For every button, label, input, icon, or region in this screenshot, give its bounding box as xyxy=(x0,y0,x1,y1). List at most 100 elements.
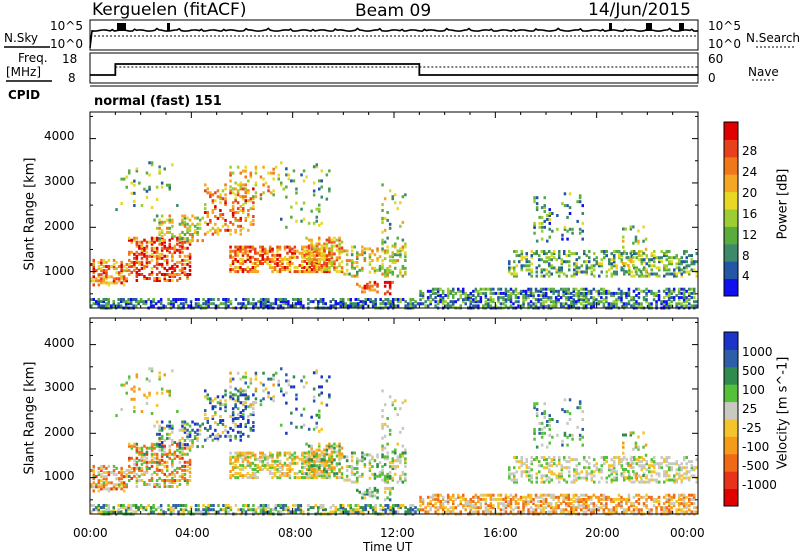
power-echo-cell xyxy=(247,179,250,183)
power-echo-cell xyxy=(529,300,533,304)
power-echo-cell xyxy=(262,165,265,169)
power-echo-cell xyxy=(568,250,571,253)
power-echo-cell xyxy=(249,175,253,179)
power-echo-cell xyxy=(184,302,188,306)
velocity-echo-cell xyxy=(330,456,334,460)
velocity-echo-cell xyxy=(446,500,450,503)
power-echo-cell xyxy=(291,262,294,265)
power-echo-cell xyxy=(324,302,327,306)
velocity-echo-cell xyxy=(520,472,523,476)
velocity-echo-cell xyxy=(320,470,323,474)
power-echo-cell xyxy=(615,266,618,270)
power-echo-cell xyxy=(188,264,192,268)
power-echo-cell xyxy=(168,226,171,230)
power-echo-cell xyxy=(622,227,625,231)
velocity-echo-cell xyxy=(206,436,209,440)
velocity-echo-cell xyxy=(399,506,402,510)
power-echo-cell xyxy=(557,298,560,302)
power-echo-cell xyxy=(667,294,671,297)
velocity-echo-cell xyxy=(610,500,613,503)
velocity-echo-cell xyxy=(171,442,174,446)
velocity-echo-cell xyxy=(229,438,232,442)
power-echo-cell xyxy=(371,304,375,308)
power-echo-cell xyxy=(564,287,568,291)
power-echo-cell xyxy=(567,304,570,308)
power-echo-cell xyxy=(328,252,331,256)
power-echo-cell xyxy=(356,251,359,255)
power-echo-cell xyxy=(318,223,321,227)
power-echo-cell xyxy=(262,298,265,301)
power-echo-cell xyxy=(254,249,257,253)
power-echo-cell xyxy=(292,304,295,308)
velocity-echo-cell xyxy=(602,495,606,499)
velocity-echo-cell xyxy=(236,417,240,420)
velocity-echo-cell xyxy=(318,472,321,476)
velocity-echo-cell xyxy=(219,434,222,438)
velocity-echo-cell xyxy=(617,497,621,501)
velocity-echo-cell xyxy=(379,508,382,512)
power-echo-cell xyxy=(513,270,516,274)
velocity-echo-cell xyxy=(92,489,95,493)
velocity-echo-cell xyxy=(105,466,108,470)
power-echo-cell xyxy=(254,270,257,274)
power-echo-cell xyxy=(573,272,576,276)
power-echo-cell xyxy=(241,257,245,261)
velocity-echo-cell xyxy=(637,508,641,512)
velocity-echo-cell xyxy=(467,502,470,506)
power-echo-cell xyxy=(315,251,319,255)
power-echo-cell xyxy=(204,300,208,304)
power-echo-cell xyxy=(680,291,683,295)
power-echo-cell xyxy=(214,207,217,211)
power-echo-cell xyxy=(650,264,653,268)
velocity-echo-cell xyxy=(523,462,526,466)
power-echo-cell xyxy=(312,268,316,272)
power-echo-cell xyxy=(333,244,336,248)
power-echo-cell xyxy=(585,291,588,295)
velocity-echo-cell xyxy=(283,463,287,467)
velocity-echo-cell xyxy=(504,506,508,510)
velocity-echo-cell xyxy=(130,470,133,474)
power-echo-cell xyxy=(112,279,116,283)
velocity-echo-cell xyxy=(665,493,668,497)
power-echo-cell xyxy=(627,287,631,291)
velocity-echo-cell xyxy=(325,472,329,475)
velocity-echo-cell xyxy=(330,444,334,448)
power-echo-cell xyxy=(573,268,576,272)
power-echo-cell xyxy=(540,221,544,225)
power-echo-cell xyxy=(183,220,187,224)
velocity-echo-cell xyxy=(542,506,545,510)
power-echo-cell xyxy=(328,189,331,193)
power-echo-cell xyxy=(556,214,559,217)
velocity-echo-cell xyxy=(605,504,608,508)
power-echo-cell xyxy=(120,267,123,271)
power-echo-cell xyxy=(548,235,551,239)
velocity-echo-cell xyxy=(236,399,240,403)
velocity-echo-cell xyxy=(441,495,445,499)
power-echo-cell xyxy=(667,302,671,306)
velocity-echo-cell xyxy=(188,430,192,434)
power-echo-cell xyxy=(171,252,174,256)
power-echo-cell xyxy=(328,262,331,265)
power-echo-cell xyxy=(590,270,593,274)
power-echo-cell xyxy=(281,268,284,272)
power-echo-cell xyxy=(283,255,287,259)
power-echo-cell xyxy=(426,289,430,293)
velocity-echo-cell xyxy=(183,464,187,468)
power-echo-cell xyxy=(660,260,663,264)
power-echo-cell xyxy=(160,220,164,224)
power-echo-cell xyxy=(603,252,606,256)
power-echo-cell xyxy=(462,289,465,293)
power-echo-cell xyxy=(92,258,95,262)
power-echo-cell xyxy=(650,252,653,256)
velocity-echo-cell xyxy=(239,430,242,434)
power-echo-cell xyxy=(92,279,95,283)
power-echo-cell xyxy=(252,205,255,209)
velocity-echo-cell xyxy=(163,426,166,430)
power-echo-cell xyxy=(542,300,545,304)
power-echo-cell xyxy=(363,290,367,294)
power-echo-cell xyxy=(539,287,543,291)
power-echo-cell xyxy=(117,302,120,306)
power-echo-cell xyxy=(381,220,384,224)
power-echo-cell xyxy=(229,264,232,267)
velocity-echo-cell xyxy=(467,504,470,508)
